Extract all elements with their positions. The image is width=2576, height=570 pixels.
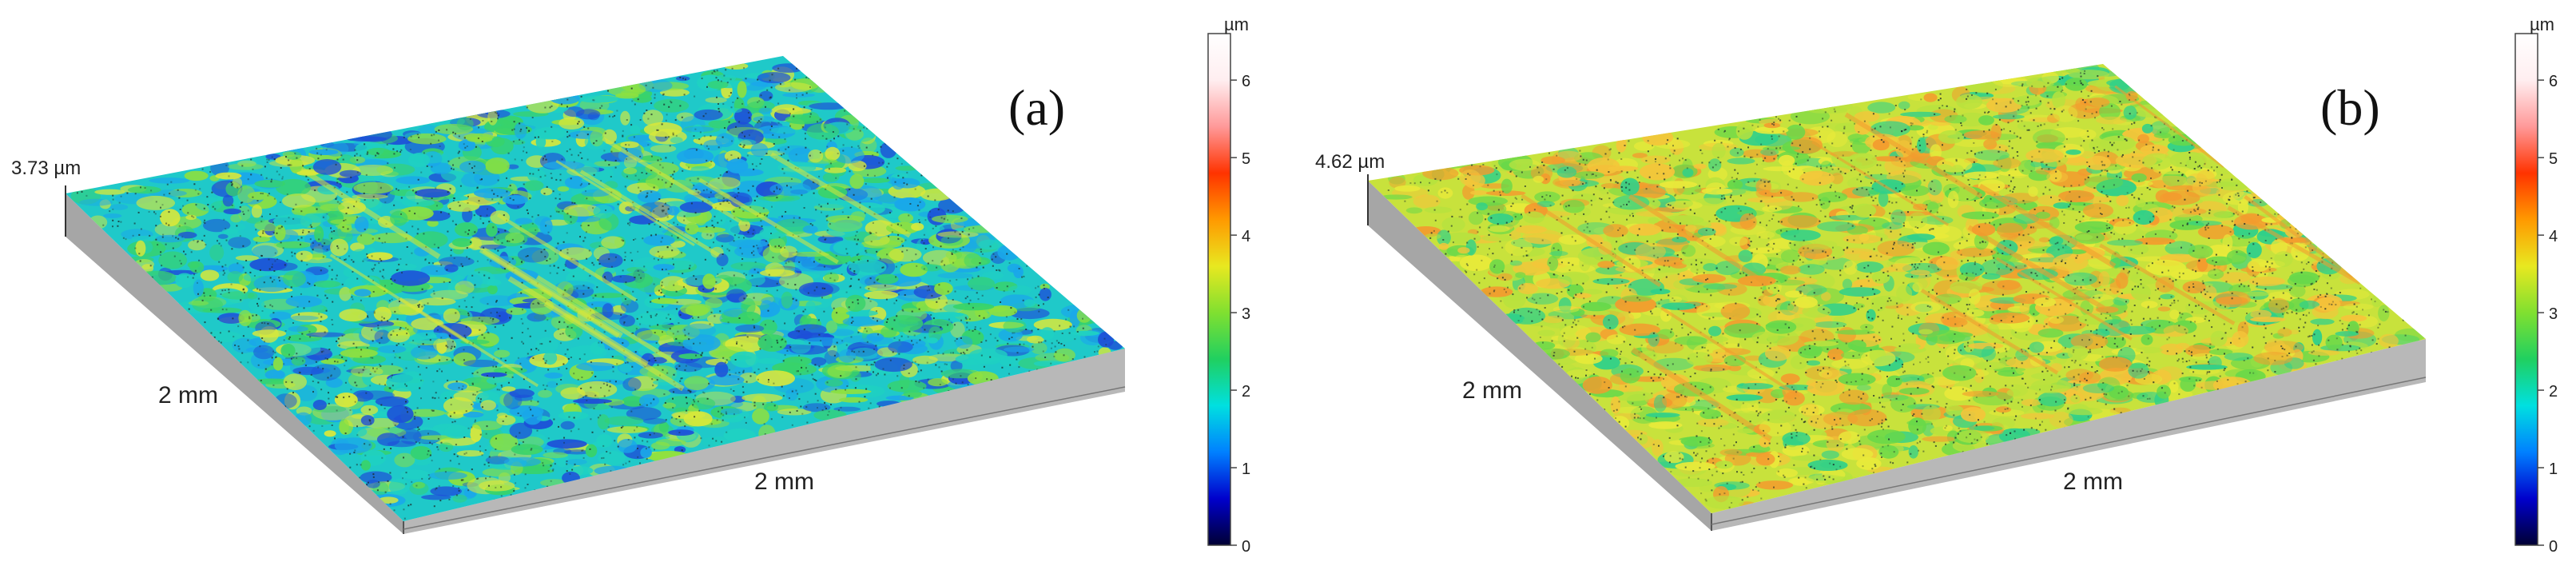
colorbar-b-unit: µm bbox=[2530, 14, 2554, 34]
panel-b: 4.62 µm 2 mm 2 mm (b) bbox=[1315, 64, 2427, 531]
colorbar-a: µm 0 1 2 3 4 5 6 bbox=[1207, 14, 1250, 556]
colorbar-b: µm 0 1 2 3 4 5 6 bbox=[2514, 14, 2558, 556]
panel-a: 3.73 µm 2 mm 2 mm (a) bbox=[11, 56, 1126, 534]
colorbar-b-bar bbox=[2514, 33, 2538, 546]
dimension-label-b-right: 2 mm bbox=[2063, 468, 2123, 495]
panel-label-a: (a) bbox=[1008, 79, 1065, 136]
colorbar-tick-label: 5 bbox=[2549, 150, 2558, 168]
surface-b-texture bbox=[1380, 64, 2426, 509]
colorbar-tick-label: 5 bbox=[1242, 150, 1250, 168]
colorbar-a-bar bbox=[1207, 33, 1231, 546]
colorbar-tick-label: 4 bbox=[1242, 228, 1250, 245]
panel-label-b: (b) bbox=[2320, 79, 2380, 136]
surface-b-front-face bbox=[1368, 181, 1711, 531]
colorbar-tick-label: 3 bbox=[2549, 305, 2558, 323]
dimension-label-b-left: 2 mm bbox=[1462, 377, 1522, 404]
surface-a-side-face bbox=[403, 349, 1125, 534]
colorbar-tick-label: 1 bbox=[2549, 460, 2558, 478]
colorbar-tick-label: 2 bbox=[1242, 383, 1250, 401]
colorbar-tick-label: 0 bbox=[2549, 538, 2558, 556]
surface-b-side-face bbox=[1711, 339, 2426, 531]
colorbar-tick-label: 4 bbox=[2549, 228, 2558, 245]
surface-a-texture bbox=[70, 62, 1125, 520]
colorbar-tick-label: 0 bbox=[1242, 538, 1250, 556]
colorbar-a-unit: µm bbox=[1224, 14, 1249, 34]
surface-a-front-face bbox=[66, 193, 403, 534]
colorbar-tick-label: 3 bbox=[1242, 305, 1250, 323]
dimension-label-a-left: 2 mm bbox=[158, 382, 218, 409]
height-label-a: 3.73 µm bbox=[11, 157, 81, 179]
colorbar-tick-label: 6 bbox=[1242, 73, 1250, 90]
height-label-b: 4.62 µm bbox=[1315, 151, 1385, 173]
dimension-label-a-right: 2 mm bbox=[754, 468, 814, 495]
colorbar-tick-label: 1 bbox=[1242, 460, 1250, 478]
colorbar-tick-label: 6 bbox=[2549, 73, 2558, 90]
colorbar-tick-label: 2 bbox=[2549, 383, 2558, 401]
